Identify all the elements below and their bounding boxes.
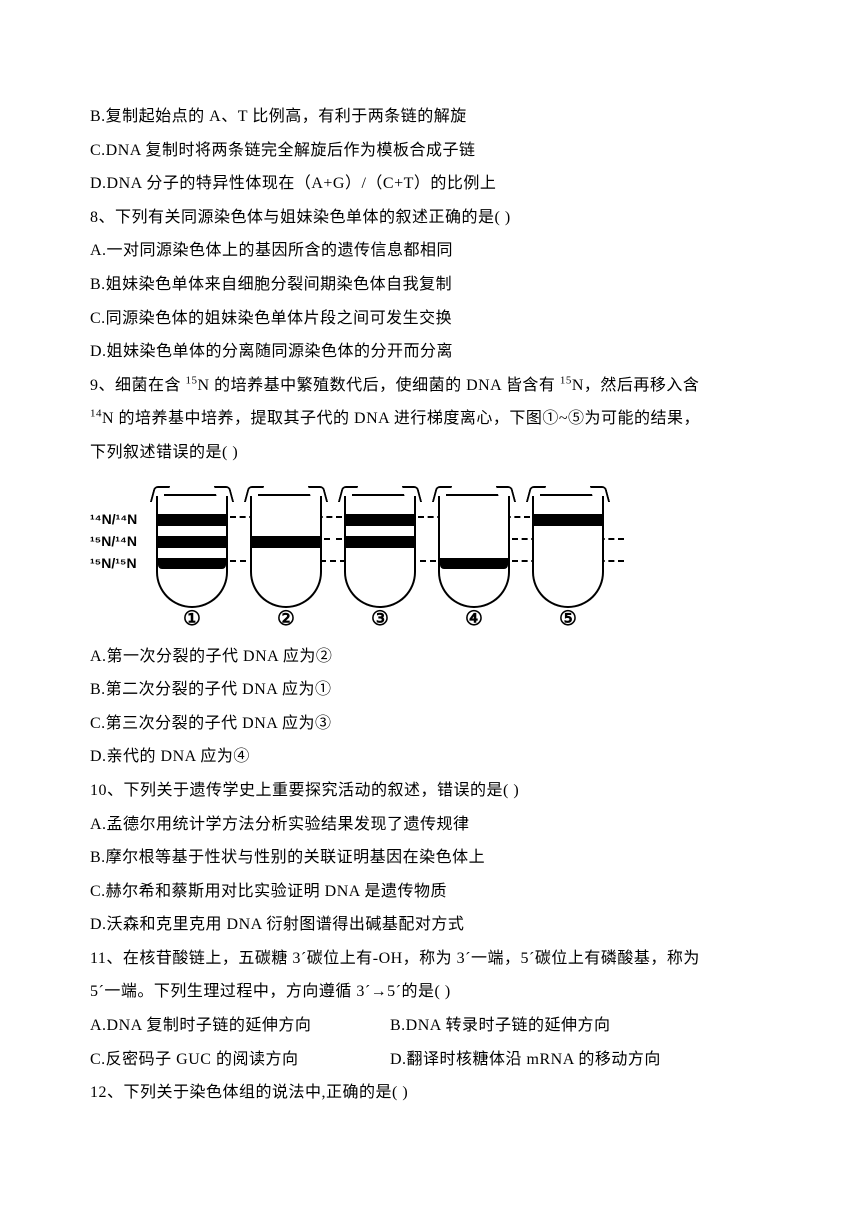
- question-9-line2: 14N 的培养基中培养，提取其子代的 DNA 进行梯度离心，下图①~⑤为可能的结…: [90, 402, 770, 436]
- option-b: B.复制起始点的 A、T 比例高，有利于两条链的解旋: [90, 100, 770, 134]
- q9-text-1: 9、细菌在含: [90, 377, 186, 394]
- band: [346, 536, 414, 548]
- band: [252, 536, 320, 548]
- question-11-line1: 11、在核苷酸链上，五碳糖 3´碳位上有-OH，称为 3´一端，5´碳位上有磷酸…: [90, 942, 770, 976]
- q11-option-c: C.反密码子 GUC 的阅读方向: [90, 1043, 390, 1077]
- centrifuge-figure: ¹⁴N/¹⁴N¹⁵N/¹⁴N¹⁵N/¹⁵N ①②③④⑤: [90, 482, 770, 632]
- q10-option-d: D.沃森和克里克用 DNA 衍射图谱得出碱基配对方式: [90, 908, 770, 942]
- band-label: ¹⁴N/¹⁴N: [90, 508, 137, 530]
- q9-text-3: N，然后再移入含: [572, 377, 700, 394]
- tube: [532, 486, 604, 608]
- q9-option-d: D.亲代的 DNA 应为④: [90, 740, 770, 774]
- option-d: D.DNA 分子的特异性体现在（A+G）/（C+T）的比例上: [90, 167, 770, 201]
- q11-option-d: D.翻译时核糖体沿 mRNA 的移动方向: [390, 1043, 661, 1077]
- tube-top: [156, 486, 228, 496]
- tube-body: [532, 496, 604, 608]
- band: [534, 514, 602, 526]
- question-12: 12、下列关于染色体组的说法中,正确的是( ): [90, 1076, 770, 1110]
- sup-14: 14: [90, 408, 102, 420]
- tube: [156, 486, 228, 608]
- band: [158, 514, 226, 526]
- tube-top: [344, 486, 416, 496]
- q8-option-b: B.姐妹染色单体来自细胞分裂间期染色体自我复制: [90, 268, 770, 302]
- question-9-line3: 下列叙述错误的是( ): [90, 436, 770, 470]
- tube-number: ④: [438, 606, 510, 631]
- tube: [250, 486, 322, 608]
- tube-body: [438, 496, 510, 608]
- band: [158, 536, 226, 548]
- question-9-line1: 9、细菌在含 15N 的培养基中繁殖数代后，使细菌的 DNA 皆含有 15N，然…: [90, 369, 770, 403]
- band-label: ¹⁵N/¹⁴N: [90, 530, 137, 552]
- q10-option-b: B.摩尔根等基于性状与性别的关联证明基因在染色体上: [90, 841, 770, 875]
- option-c: C.DNA 复制时将两条链完全解旋后作为模板合成子链: [90, 134, 770, 168]
- tube: [344, 486, 416, 608]
- q11-option-b: B.DNA 转录时子链的延伸方向: [390, 1009, 610, 1043]
- q9-text-2: N 的培养基中繁殖数代后，使细菌的 DNA 皆含有: [198, 377, 560, 394]
- band-labels: ¹⁴N/¹⁴N¹⁵N/¹⁴N¹⁵N/¹⁵N: [90, 508, 137, 574]
- tube-number: ①: [156, 606, 228, 631]
- tube-number: ⑤: [532, 606, 604, 631]
- tube: [438, 486, 510, 608]
- tube-top: [438, 486, 510, 496]
- q9-option-b: B.第二次分裂的子代 DNA 应为①: [90, 673, 770, 707]
- question-10: 10、下列关于遗传学史上重要探究活动的叙述，错误的是( ): [90, 774, 770, 808]
- question-8: 8、下列有关同源染色体与姐妹染色单体的叙述正确的是( ): [90, 201, 770, 235]
- q9-option-a: A.第一次分裂的子代 DNA 应为②: [90, 640, 770, 674]
- tube-number: ③: [344, 606, 416, 631]
- q10-option-c: C.赫尔希和蔡斯用对比实验证明 DNA 是遗传物质: [90, 875, 770, 909]
- question-11-line2: 5´一端。下列生理过程中，方向遵循 3´→5´的是( ): [90, 975, 770, 1009]
- band: [346, 514, 414, 526]
- band: [158, 558, 226, 569]
- q8-option-c: C.同源染色体的姐妹染色单体片段之间可发生交换: [90, 302, 770, 336]
- dash-line: [324, 538, 342, 540]
- q11-row2: C.反密码子 GUC 的阅读方向 D.翻译时核糖体沿 mRNA 的移动方向: [90, 1043, 770, 1077]
- q9-text-4: N 的培养基中培养，提取其子代的 DNA 进行梯度离心，下图①~⑤为可能的结果，: [102, 410, 700, 427]
- tube-top: [250, 486, 322, 496]
- q11-row1: A.DNA 复制时子链的延伸方向 B.DNA 转录时子链的延伸方向: [90, 1009, 770, 1043]
- tube-body: [156, 496, 228, 608]
- q11-option-a: A.DNA 复制时子链的延伸方向: [90, 1009, 390, 1043]
- q9-option-c: C.第三次分裂的子代 DNA 应为③: [90, 707, 770, 741]
- sup-15: 15: [186, 374, 198, 386]
- q8-option-d: D.姐妹染色单体的分离随同源染色体的分开而分离: [90, 335, 770, 369]
- tube-top: [532, 486, 604, 496]
- q10-option-a: A.孟德尔用统计学方法分析实验结果发现了遗传规律: [90, 808, 770, 842]
- q8-option-a: A.一对同源染色体上的基因所含的遗传信息都相同: [90, 234, 770, 268]
- tube-body: [344, 496, 416, 608]
- band: [440, 558, 508, 569]
- tube-body: [250, 496, 322, 608]
- tube-number: ②: [250, 606, 322, 631]
- band-label: ¹⁵N/¹⁵N: [90, 552, 137, 574]
- sup-15b: 15: [560, 374, 572, 386]
